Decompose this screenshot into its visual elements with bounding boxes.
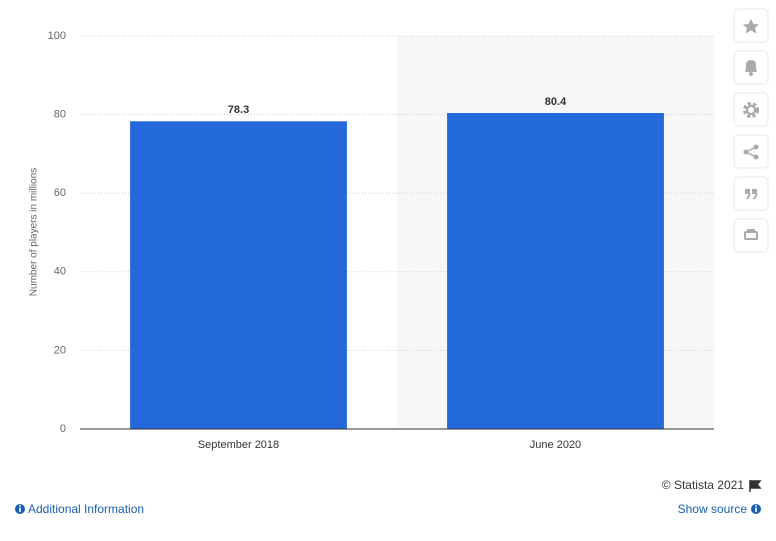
flag-icon [749, 480, 762, 492]
show-source[interactable]: Show source [678, 502, 748, 516]
toolbar [733, 8, 769, 253]
favorite-button[interactable] [733, 8, 769, 43]
bar [130, 121, 347, 429]
y-tick-label: 40 [54, 266, 66, 278]
y-tick-label: 80 [54, 109, 66, 121]
notification-button[interactable] [733, 50, 769, 85]
x-tick-label: June 2020 [530, 439, 581, 451]
value-label: 80.4 [545, 96, 567, 108]
y-tick-label: 100 [48, 30, 66, 42]
copyright-text: © Statista 2021 [662, 478, 745, 492]
value-label: 78.3 [228, 104, 249, 116]
y-tick-label: 20 [54, 344, 66, 356]
print-button[interactable] [733, 218, 769, 253]
cite-button[interactable] [733, 176, 769, 211]
share-button[interactable] [733, 134, 769, 169]
settings-button[interactable] [733, 92, 769, 127]
y-tick-label: 60 [54, 187, 66, 199]
x-tick-label: September 2018 [198, 439, 279, 451]
copyright: © Statista 2021 [662, 478, 762, 492]
show-source-link[interactable]: Show source [678, 502, 761, 516]
additional-information-link[interactable]: Additional Information [15, 502, 144, 516]
additional-information[interactable]: Additional Information [28, 502, 144, 516]
y-axis-label: Number of players in millions [29, 168, 40, 296]
bar [447, 113, 664, 429]
y-tick-label: 0 [60, 423, 66, 435]
